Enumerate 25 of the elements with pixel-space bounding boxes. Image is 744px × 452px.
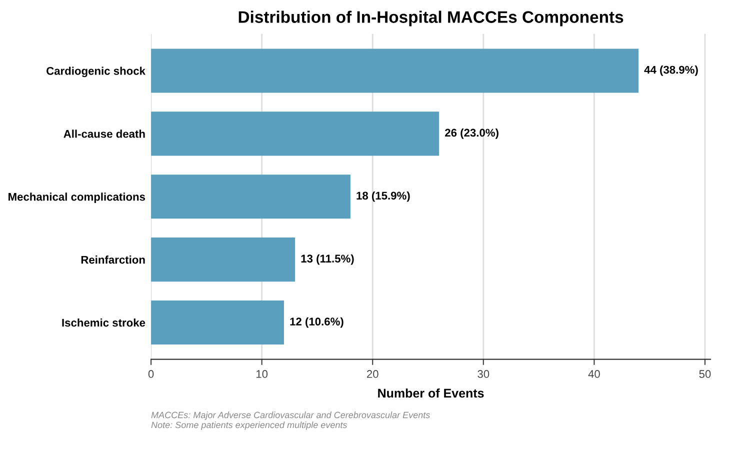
x-tick-label: 40 bbox=[588, 370, 600, 378]
bar bbox=[151, 48, 639, 93]
data-label: 12 (10.6%) bbox=[290, 317, 344, 328]
y-tick-label: Ischemic stroke bbox=[62, 318, 146, 327]
text: Note: Some patients experienced multiple events bbox=[151, 422, 348, 430]
y-tick-label: All-cause death bbox=[64, 130, 145, 138]
data-label: 18 (15.9%) bbox=[356, 191, 410, 202]
x-axis-title: Number of Events bbox=[378, 388, 484, 398]
bar bbox=[151, 174, 350, 219]
data-label: 13 (11.5%) bbox=[301, 254, 354, 265]
chart-title: Distribution of In-Hospital MACCEs Components bbox=[238, 10, 624, 26]
x-tick-label: 10 bbox=[256, 370, 268, 378]
bar bbox=[151, 112, 440, 156]
data-label: 44 (38.9%) bbox=[644, 66, 698, 76]
text: MACCEs: Major Adverse Cardiovascular and Cerebrovascular Events bbox=[151, 412, 430, 420]
x-tick-label: 50 bbox=[699, 370, 711, 378]
x-tick-label: 20 bbox=[366, 370, 378, 378]
x-tick-label: 0 bbox=[148, 370, 154, 378]
bar bbox=[151, 238, 296, 282]
y-tick-label: Reinfarction bbox=[81, 256, 145, 264]
x-tick-label: 30 bbox=[478, 370, 490, 378]
bar bbox=[151, 300, 284, 345]
y-tick-label: Cardiogenic shock bbox=[46, 66, 146, 78]
data-label: 26 (23.0%) bbox=[445, 128, 498, 139]
y-tick-label: Mechanical complications bbox=[8, 192, 146, 203]
